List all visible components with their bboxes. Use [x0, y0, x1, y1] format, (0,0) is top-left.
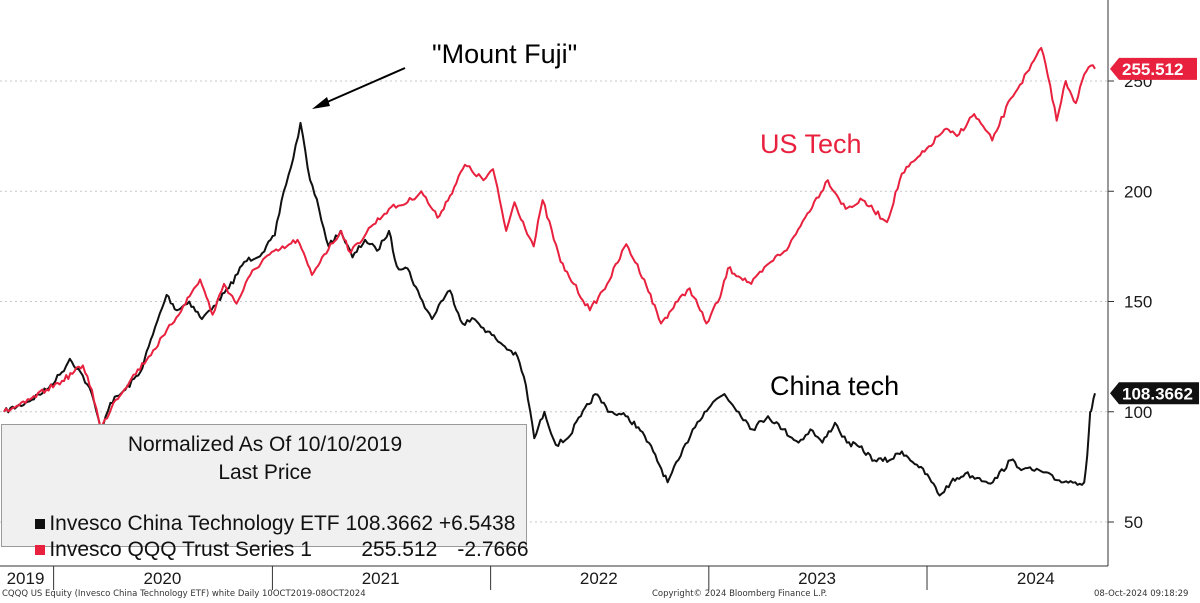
- y-tick-label: 50: [1124, 513, 1143, 532]
- legend-last-price: 255.512: [361, 538, 438, 561]
- x-axis: 2019 2020 2021 2022 2023 2024: [0, 565, 1108, 590]
- legend: Normalized As Of 10/10/2019 Last Price I…: [1, 424, 529, 561]
- last-price-us-tech: 255.512: [1122, 60, 1183, 79]
- last-price-tag-china-tech: 108.3662: [1110, 382, 1199, 405]
- legend-swatch-us-tech: [35, 545, 46, 555]
- x-tick-label: 2019: [7, 569, 45, 588]
- series-lines: [3, 46, 1096, 497]
- legend-change: +6.5438: [438, 512, 516, 535]
- legend-series-name: Invesco China Technology ETF: [49, 512, 340, 535]
- y-tick-label: 100: [1124, 403, 1152, 422]
- legend-series-name: Invesco QQQ Trust Series 1: [49, 538, 312, 561]
- legend-row-china-tech: Invesco China Technology ETF 108.3662 +6…: [12, 488, 515, 560]
- footer-copyright: Copyright© 2024 Bloomberg Finance L.P.: [652, 589, 828, 599]
- legend-change: -2.7666: [457, 538, 529, 561]
- annotation-mount-fuji: "Mount Fuji": [432, 39, 577, 69]
- annotation-us-tech: US Tech: [760, 129, 862, 159]
- y-tick-label: 200: [1124, 182, 1152, 201]
- footer-timestamp: 08-Oct-2024 09:18:29: [1094, 589, 1189, 599]
- legend-last-price: 108.3662: [345, 512, 434, 535]
- legend-subtitle: Last Price: [218, 461, 312, 484]
- legend-row-us-tech: Invesco QQQ Trust Series 1 255.512 -2.7666: [12, 514, 529, 586]
- x-tick-label: 2024: [1017, 569, 1055, 588]
- x-tick-label: 2023: [798, 569, 836, 588]
- y-tick-label: 150: [1124, 293, 1152, 312]
- annotation-china-tech: China tech: [770, 371, 899, 401]
- legend-swatch-china-tech: [35, 519, 46, 529]
- last-price-china-tech: 108.3662: [1122, 384, 1193, 403]
- x-tick-label: 2022: [580, 569, 618, 588]
- series-line-us-tech: [3, 46, 1096, 431]
- last-price-tag-us-tech: 255.512: [1110, 57, 1197, 80]
- legend-title: Normalized As Of 10/10/2019: [127, 433, 403, 456]
- footer-source: CQQQ US Equity (Invesco China Technology…: [2, 589, 366, 599]
- x-tick-label: 2020: [144, 569, 182, 588]
- x-tick-label: 2021: [362, 569, 400, 588]
- annotation-arrow: [312, 67, 406, 109]
